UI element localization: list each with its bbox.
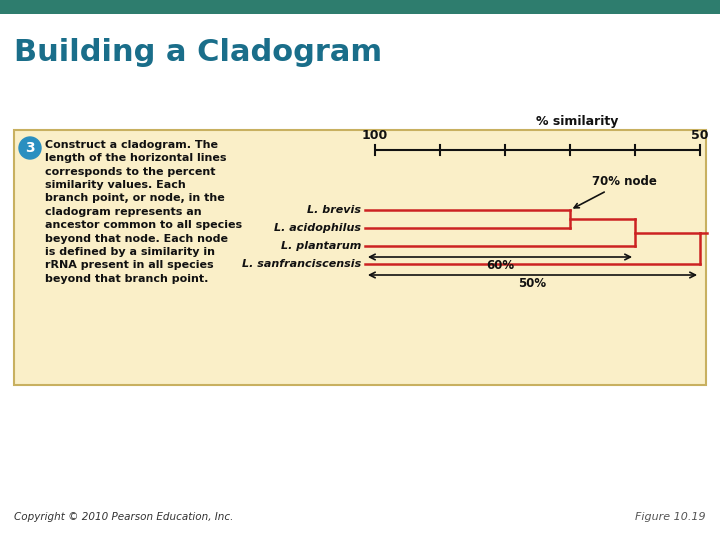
- Circle shape: [19, 137, 41, 159]
- FancyBboxPatch shape: [0, 0, 720, 14]
- Text: Building a Cladogram: Building a Cladogram: [14, 38, 382, 67]
- Text: L. brevis: L. brevis: [307, 205, 361, 215]
- Text: Construct a cladogram. The
length of the horizontal lines
corresponds to the per: Construct a cladogram. The length of the…: [45, 140, 242, 284]
- Text: L. plantarum: L. plantarum: [281, 241, 361, 251]
- Text: Copyright © 2010 Pearson Education, Inc.: Copyright © 2010 Pearson Education, Inc.: [14, 512, 233, 522]
- Text: 3: 3: [25, 141, 35, 155]
- Text: L. sanfranciscensis: L. sanfranciscensis: [242, 259, 361, 269]
- Text: 70% node: 70% node: [574, 175, 657, 208]
- Text: 100: 100: [362, 129, 388, 142]
- Text: 50: 50: [691, 129, 708, 142]
- Text: 60%: 60%: [486, 259, 514, 272]
- Text: 50%: 50%: [518, 277, 546, 290]
- Text: Figure 10.19: Figure 10.19: [635, 512, 706, 522]
- Text: % similarity: % similarity: [536, 115, 618, 128]
- FancyBboxPatch shape: [14, 130, 706, 385]
- Text: L. acidophilus: L. acidophilus: [274, 223, 361, 233]
